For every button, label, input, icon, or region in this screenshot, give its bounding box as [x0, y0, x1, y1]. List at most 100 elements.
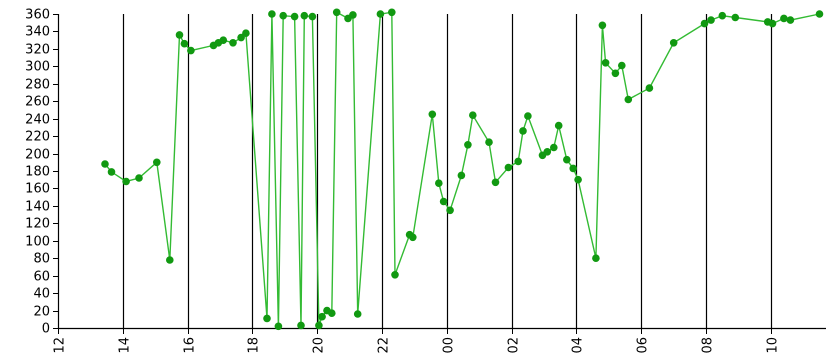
- data-point: [229, 39, 237, 47]
- data-point: [519, 127, 527, 135]
- data-point: [274, 322, 283, 331]
- x-tick-label: 06: [636, 337, 651, 354]
- y-tick-label: 140: [25, 200, 50, 215]
- data-point: [391, 271, 399, 279]
- series-line: [104, 11, 820, 327]
- x-tick-label: 02: [507, 337, 522, 354]
- data-point: [469, 111, 477, 119]
- data-point: [308, 12, 317, 21]
- data-point: [376, 10, 385, 18]
- y-tick-label: 80: [33, 252, 50, 267]
- data-point: [624, 95, 633, 104]
- chart-axes: [57, 14, 826, 330]
- data-point: [166, 256, 174, 264]
- y-tick-label: 0: [42, 322, 50, 337]
- data-point: [569, 164, 577, 173]
- data-point: [598, 21, 607, 30]
- data-point: [263, 314, 271, 323]
- data-point: [601, 59, 610, 67]
- data-point: [550, 143, 558, 152]
- data-point: [786, 16, 795, 24]
- x-tick-label: 22: [377, 337, 392, 354]
- data-point: [780, 14, 788, 23]
- data-point: [175, 31, 184, 39]
- x-tick-label: 12: [53, 337, 68, 354]
- data-point: [388, 8, 396, 17]
- y-tick-label: 60: [33, 270, 50, 285]
- data-point: [731, 13, 740, 22]
- data-point: [315, 321, 323, 330]
- data-point: [180, 39, 189, 48]
- y-axis-tick-labels: 0 20 40 60 80 100 120 140 160 180 200 220 240 260 280 3…: [25, 8, 58, 337]
- x-tick-label: 08: [701, 337, 716, 354]
- x-tick-label: 00: [442, 337, 457, 354]
- data-point: [514, 157, 522, 166]
- data-point: [297, 321, 305, 330]
- data-point: [491, 178, 500, 187]
- data-point: [135, 174, 143, 182]
- data-point: [242, 29, 250, 37]
- data-point: [353, 310, 362, 318]
- data-point: [707, 16, 715, 24]
- vertical-gridlines: [122, 14, 773, 328]
- data-point: [618, 61, 626, 70]
- data-point: [645, 84, 654, 92]
- y-tick-label: 180: [25, 165, 50, 180]
- y-tick-label: 240: [25, 113, 50, 128]
- data-point: [611, 69, 620, 78]
- y-tick-label: 220: [25, 130, 50, 145]
- x-tick-label: 10: [766, 337, 781, 354]
- data-point: [524, 112, 532, 120]
- data-point: [718, 11, 727, 20]
- data-point: [700, 19, 709, 28]
- y-tick-label: 100: [25, 235, 50, 250]
- data-point: [457, 171, 466, 180]
- y-tick-label: 280: [25, 78, 50, 93]
- data-point: [268, 10, 276, 18]
- data-point: [318, 312, 326, 321]
- x-axis-tick-labels: 12 14 16 18 20 22 00 02 04 06 08 10: [53, 328, 781, 354]
- data-point: [300, 11, 309, 20]
- data-point: [107, 168, 116, 176]
- data-point: [574, 175, 582, 184]
- y-tick-label: 20: [33, 305, 50, 320]
- data-point: [409, 233, 417, 242]
- data-point: [349, 11, 357, 19]
- data-point: [504, 163, 513, 172]
- data-point: [279, 11, 288, 20]
- data-point: [153, 158, 161, 167]
- y-tick-label: 40: [33, 287, 50, 302]
- x-tick-label: 04: [571, 337, 586, 354]
- x-tick-label: 20: [312, 337, 327, 354]
- data-point: [122, 177, 130, 186]
- x-tick-label: 14: [118, 337, 133, 354]
- data-point: [237, 33, 245, 42]
- data-point: [187, 46, 195, 55]
- data-point: [563, 155, 571, 164]
- data-point: [435, 179, 443, 187]
- y-tick-label: 300: [25, 60, 50, 75]
- y-tick-label: 120: [25, 217, 50, 232]
- data-point: [543, 148, 552, 156]
- y-tick-label: 320: [25, 43, 50, 58]
- data-point: [768, 19, 777, 28]
- y-tick-label: 340: [25, 25, 50, 40]
- data-point: [554, 121, 563, 130]
- data-point: [428, 110, 437, 119]
- y-tick-label: 360: [25, 8, 50, 23]
- y-tick-label: 260: [25, 95, 50, 110]
- data-point: [290, 12, 299, 21]
- data-point: [485, 138, 493, 146]
- y-tick-label: 200: [25, 148, 50, 163]
- data-point: [439, 197, 448, 206]
- data-point: [669, 39, 678, 47]
- x-tick-label: 16: [183, 337, 198, 354]
- y-tick-label: 160: [25, 182, 50, 197]
- data-point: [592, 254, 600, 262]
- data-point: [101, 160, 109, 168]
- data-point: [815, 10, 824, 18]
- x-tick-label: 18: [247, 337, 262, 354]
- data-point: [446, 206, 454, 215]
- data-point: [328, 309, 336, 318]
